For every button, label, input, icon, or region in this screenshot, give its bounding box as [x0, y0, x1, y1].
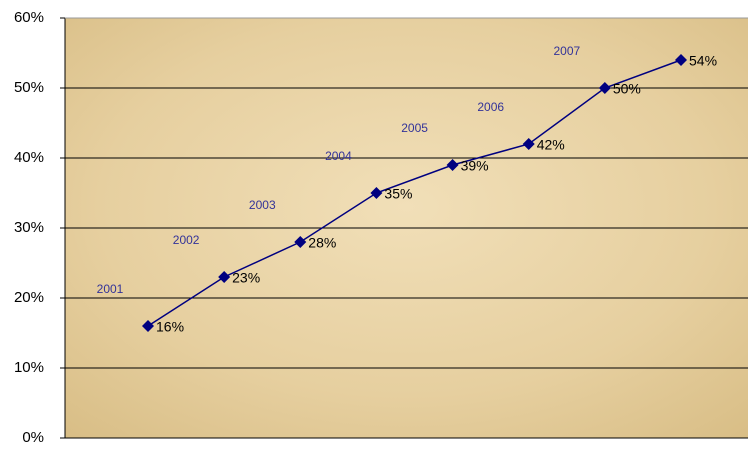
data-point [598, 82, 611, 94]
y-tick-label: 40% [14, 149, 44, 166]
data-point [522, 138, 535, 150]
data-point [370, 187, 383, 199]
category-label: 2003 [249, 198, 276, 212]
y-tick-label: 50% [14, 79, 44, 96]
y-tick-label: 10% [14, 359, 44, 376]
y-tick-label: 20% [14, 289, 44, 306]
value-label: 16% [156, 319, 184, 335]
data-point [142, 320, 154, 332]
value-label: 54% [689, 53, 717, 69]
value-label: 50% [613, 81, 641, 97]
y-tick-label: 30% [14, 219, 44, 236]
y-tick-label: 60% [14, 9, 44, 26]
data-line [147, 59, 682, 327]
category-label: 2001 [97, 282, 124, 296]
y-tick-label: 0% [22, 429, 44, 446]
value-label: 28% [308, 235, 336, 251]
value-label: 23% [232, 270, 260, 286]
category-label: 2007 [554, 44, 581, 58]
data-point [675, 54, 687, 66]
data-point [294, 236, 307, 248]
value-label: 42% [537, 137, 565, 153]
data-point [218, 271, 231, 283]
category-label: 2005 [401, 121, 428, 135]
value-label: 39% [461, 158, 489, 174]
category-label: 2006 [477, 100, 504, 114]
value-label: 35% [384, 186, 412, 202]
data-point [446, 159, 459, 171]
category-label: 2004 [325, 149, 352, 163]
category-label: 2002 [173, 233, 200, 247]
